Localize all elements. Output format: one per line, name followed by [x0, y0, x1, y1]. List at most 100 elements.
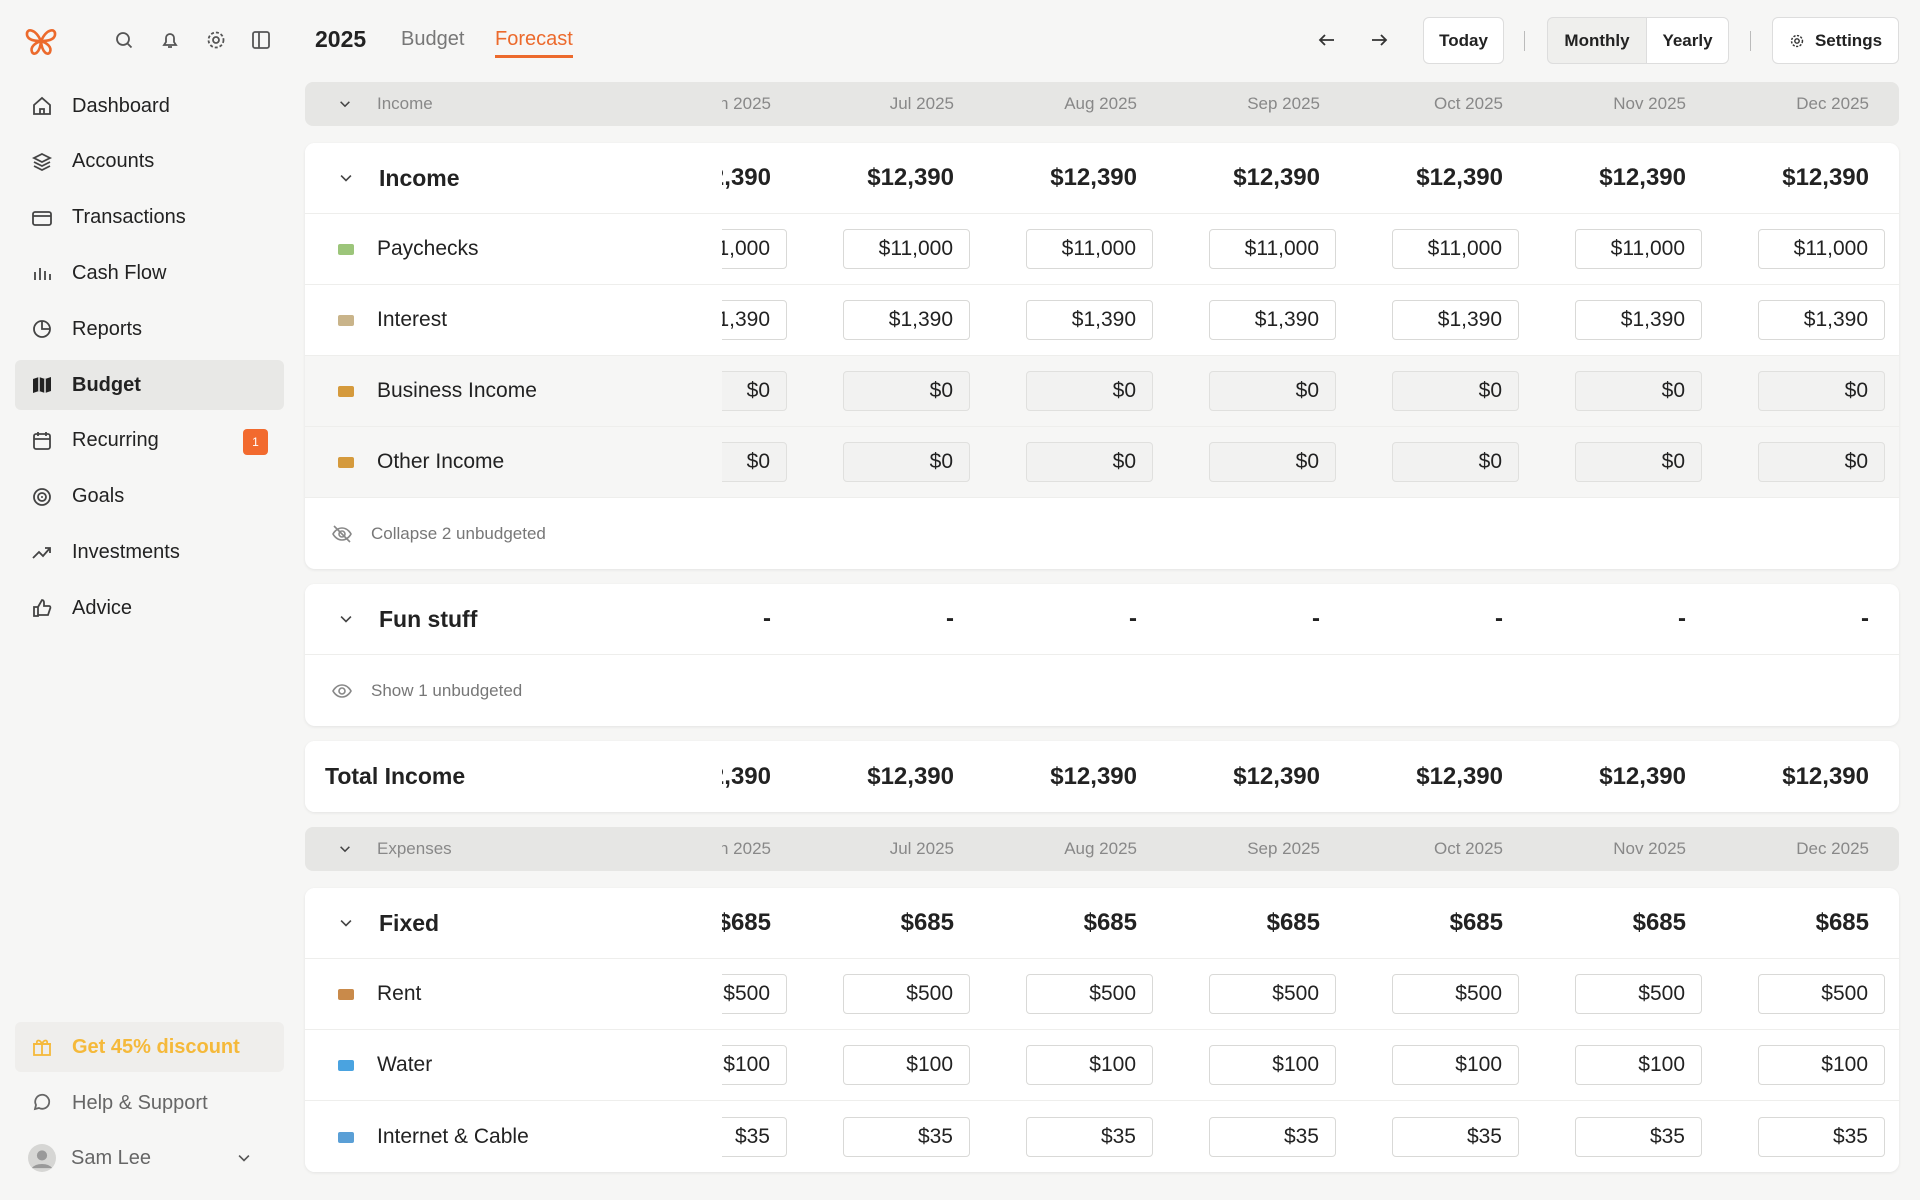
- group-label[interactable]: Fixed: [305, 888, 722, 958]
- group-label[interactable]: Income: [305, 143, 722, 213]
- amount-input[interactable]: $0: [722, 442, 787, 482]
- amount-input[interactable]: $1,390: [1758, 300, 1885, 340]
- today-button[interactable]: Today: [1423, 17, 1504, 64]
- total-value: $685: [1083, 909, 1137, 936]
- amount-input[interactable]: $500: [1026, 974, 1153, 1014]
- amount-input[interactable]: $100: [1392, 1045, 1519, 1085]
- amount-input[interactable]: $500: [722, 974, 787, 1014]
- help-link[interactable]: Help & Support: [15, 1078, 284, 1128]
- category-label[interactable]: Interest: [305, 285, 722, 355]
- category-label[interactable]: Internet & Cable: [305, 1101, 722, 1172]
- toggle-unbudgeted[interactable]: Show 1 unbudgeted: [305, 655, 1899, 726]
- amount-input[interactable]: $35: [843, 1116, 970, 1157]
- nav-item[interactable]: Goals: [15, 472, 284, 522]
- amount-input[interactable]: $0: [1575, 371, 1702, 411]
- amount-input[interactable]: $0: [843, 442, 970, 482]
- cell: $35: [797, 1101, 980, 1172]
- nav-item[interactable]: Budget: [15, 360, 284, 410]
- view-button[interactable]: Yearly: [1646, 17, 1729, 64]
- amount-input[interactable]: $1,390: [1209, 300, 1336, 340]
- cell: $0: [980, 427, 1163, 497]
- amount-input[interactable]: $11,000: [722, 229, 787, 269]
- next-arrow[interactable]: [1368, 29, 1390, 51]
- section-label[interactable]: Income: [305, 82, 722, 126]
- amount-input[interactable]: $1,390: [1026, 300, 1153, 340]
- gear-icon[interactable]: [205, 29, 227, 51]
- logo[interactable]: [24, 24, 58, 58]
- amount-input[interactable]: $0: [1758, 442, 1885, 482]
- amount-input[interactable]: $1,390: [843, 300, 970, 340]
- promo[interactable]: Get 45% discount: [15, 1022, 284, 1072]
- nav-item[interactable]: Advice: [15, 583, 284, 633]
- amount-input[interactable]: $100: [843, 1045, 970, 1085]
- view-button-active[interactable]: Monthly: [1547, 17, 1647, 64]
- amount-input[interactable]: $1,390: [722, 300, 787, 340]
- amount-input[interactable]: $0: [722, 371, 787, 411]
- amount-input[interactable]: $100: [1758, 1045, 1885, 1085]
- search-icon[interactable]: [113, 29, 135, 51]
- nav-item[interactable]: Transactions: [15, 193, 284, 243]
- amount-input[interactable]: $500: [843, 974, 970, 1014]
- category-label[interactable]: Business Income: [305, 356, 722, 426]
- category-name: Rent: [377, 982, 422, 1005]
- amount-input[interactable]: $500: [1392, 974, 1519, 1014]
- nav-item[interactable]: Dashboard: [15, 81, 284, 131]
- category-name: Water: [377, 1053, 433, 1076]
- amount-input[interactable]: $1,390: [1392, 300, 1519, 340]
- category-label[interactable]: Rent: [305, 959, 722, 1029]
- category-label[interactable]: Paychecks: [305, 214, 722, 284]
- nav-item[interactable]: Cash Flow: [15, 248, 284, 298]
- amount-input[interactable]: $500: [1758, 974, 1885, 1014]
- amount-input[interactable]: $11,000: [1026, 229, 1153, 269]
- forecast-table: Income Jun 2025 Jul 2025 Aug 2025 Sep 2025 Oc…: [305, 82, 1899, 1187]
- amount-input[interactable]: $11,000: [1392, 229, 1519, 269]
- amount-input[interactable]: $35: [1209, 1116, 1336, 1157]
- amount-input[interactable]: $100: [1575, 1045, 1702, 1085]
- amount-input[interactable]: $35: [1026, 1116, 1153, 1157]
- amount-input[interactable]: $100: [1026, 1045, 1153, 1085]
- amount-input[interactable]: $0: [1392, 371, 1519, 411]
- amount-input[interactable]: $0: [1026, 442, 1153, 482]
- nav-item[interactable]: Investments: [15, 527, 284, 577]
- amount-input[interactable]: $35: [1758, 1116, 1885, 1157]
- nav-item[interactable]: Reports: [15, 304, 284, 354]
- amount-input[interactable]: $0: [843, 371, 970, 411]
- amount-input[interactable]: $0: [1575, 442, 1702, 482]
- year[interactable]: 2025: [315, 26, 367, 52]
- cell: $500: [722, 959, 797, 1029]
- amount-input[interactable]: $100: [1209, 1045, 1336, 1085]
- group-label[interactable]: Fun stuff: [305, 584, 722, 654]
- amount-input[interactable]: $11,000: [843, 229, 970, 269]
- section-label[interactable]: Expenses: [305, 827, 722, 871]
- amount-input[interactable]: $100: [722, 1045, 787, 1085]
- nav-item[interactable]: Accounts: [15, 137, 284, 187]
- amount-input[interactable]: $11,000: [1758, 229, 1885, 269]
- amount-input[interactable]: $0: [1392, 442, 1519, 482]
- user-menu[interactable]: Sam Lee: [15, 1133, 284, 1183]
- nav-label: Reports: [72, 317, 143, 340]
- prev-arrow[interactable]: [1316, 29, 1338, 51]
- tab[interactable]: Budget: [401, 28, 465, 50]
- amount-input[interactable]: $1,390: [1575, 300, 1702, 340]
- amount-input[interactable]: $500: [1575, 974, 1702, 1014]
- amount-input[interactable]: $0: [1758, 371, 1885, 411]
- total-value: $12,390: [1233, 164, 1320, 191]
- category-label[interactable]: Water: [305, 1030, 722, 1100]
- amount-input[interactable]: $11,000: [1575, 229, 1702, 269]
- amount-input[interactable]: $35: [722, 1116, 787, 1157]
- bell-icon[interactable]: [159, 29, 181, 51]
- nav-item[interactable]: Recurring 1: [15, 416, 284, 466]
- tab-active[interactable]: Forecast: [495, 28, 573, 58]
- amount-input[interactable]: $500: [1209, 974, 1336, 1014]
- amount-input[interactable]: $35: [1575, 1116, 1702, 1157]
- settings-button[interactable]: Settings: [1772, 17, 1899, 64]
- amount-input[interactable]: $0: [1209, 442, 1336, 482]
- panel-icon[interactable]: [250, 29, 272, 51]
- amount-input[interactable]: $11,000: [1209, 229, 1336, 269]
- toggle-unbudgeted[interactable]: Collapse 2 unbudgeted: [305, 498, 1899, 569]
- amount-input[interactable]: $35: [1392, 1116, 1519, 1157]
- total-value: $685: [1449, 909, 1503, 936]
- amount-input[interactable]: $0: [1209, 371, 1336, 411]
- amount-input[interactable]: $0: [1026, 371, 1153, 411]
- category-label[interactable]: Other Income: [305, 427, 722, 497]
